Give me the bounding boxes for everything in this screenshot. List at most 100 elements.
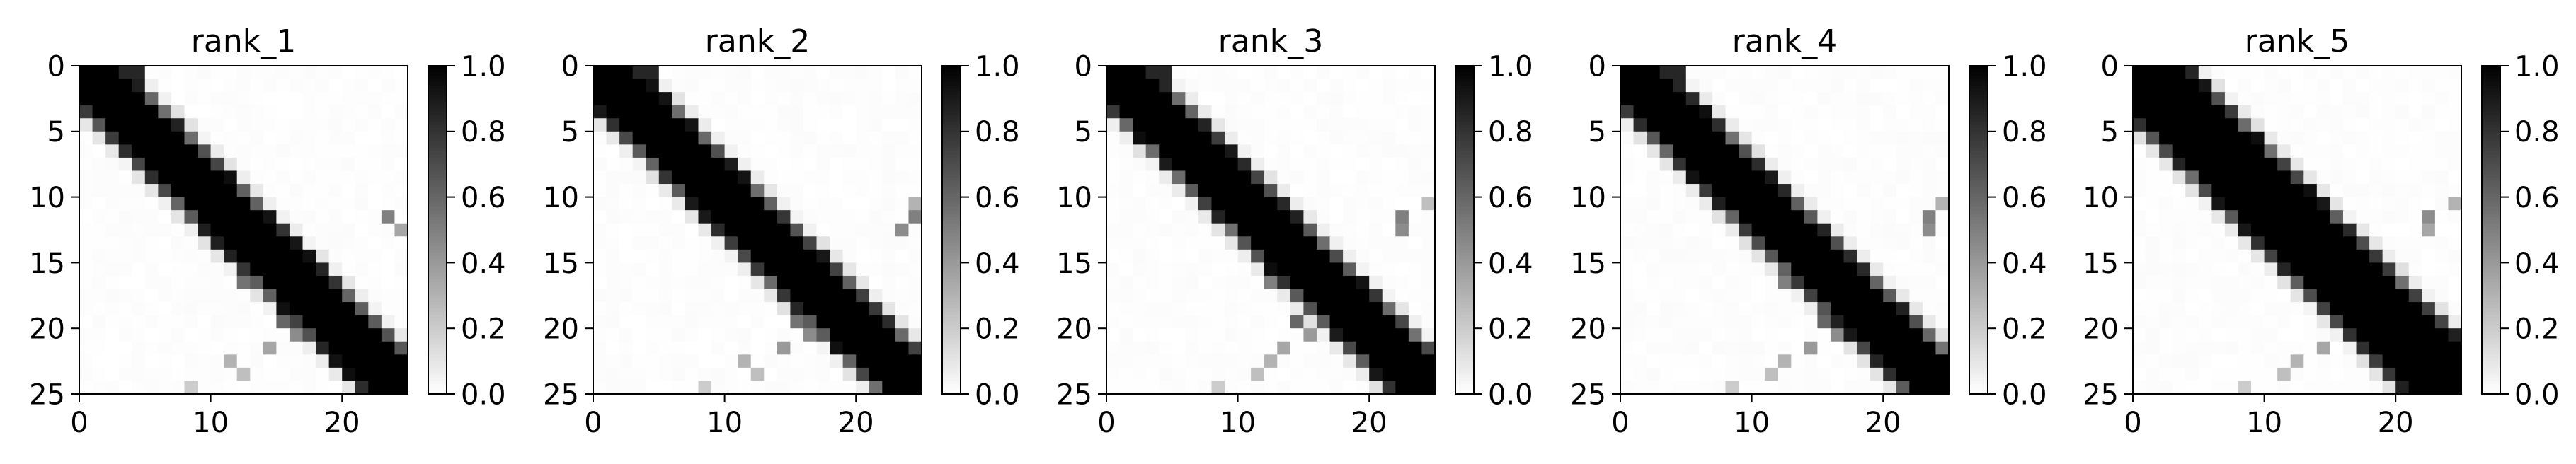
heatmap-cell [1922,289,1937,303]
heatmap-cell [2172,144,2186,158]
colorbar-step [942,151,961,155]
heatmap-cell [764,66,778,80]
heatmap-cell [198,236,212,250]
heatmap-cell [1673,289,1687,303]
heatmap-cell [2133,197,2147,211]
colorbar-step [2482,131,2500,136]
heatmap-cell [2277,184,2291,198]
heatmap-cell [1659,249,1673,263]
heatmap-cell [777,236,791,250]
heatmap-cell [1198,381,1213,395]
heatmap-cell [1237,157,1252,172]
heatmap-cell [1909,92,1923,106]
heatmap-cell [2434,79,2449,93]
heatmap-cell [803,236,818,250]
heatmap-cell [2146,275,2160,290]
heatmap-cell [2185,170,2199,185]
heatmap-cell [658,157,672,172]
heatmap-cell [1830,197,1845,211]
heatmap-cell [2448,236,2462,250]
heatmap-cell [2408,315,2422,329]
heatmap-cell [1408,197,1423,211]
heatmap-cell [2185,144,2199,158]
heatmap-cell [184,92,198,106]
heatmap-cell [816,275,830,290]
heatmap-cell [144,210,159,224]
heatmap-cell [632,131,646,145]
heatmap-cell [842,131,857,145]
heatmap-cell [2172,236,2186,250]
heatmap-cell [1198,197,1213,211]
heatmap-cell [1329,262,1344,277]
heatmap-cell [2238,170,2252,185]
heatmap-cell [1620,66,1635,80]
heatmap-cell [1857,210,1871,224]
heatmap-cell [92,223,106,237]
heatmap-cell [685,315,699,329]
colorbar-step [2482,167,2500,172]
heatmap-cell [2434,302,2449,316]
heatmap-cell [1817,105,1831,119]
heatmap-cell [381,262,396,277]
y-tick-label: 20 [543,313,579,346]
colorbar-tick-label: 0.2 [2514,313,2560,346]
heatmap-cell [394,381,408,395]
heatmap-cell [2316,236,2330,250]
colorbar-step [2482,118,2500,122]
heatmap-cell [2159,275,2173,290]
heatmap-cell [1883,79,1897,93]
heatmap-cell [606,131,620,145]
heatmap-cell [908,328,922,342]
heatmap-cell [856,381,870,395]
heatmap-cell [1935,315,1950,329]
heatmap-cell [1119,315,1133,329]
heatmap-cell [263,302,277,316]
heatmap-cell [355,105,369,119]
heatmap-cell [658,184,672,198]
heatmap-cell [1172,341,1186,355]
heatmap-cell [790,249,804,263]
colorbar-step [2482,292,2500,296]
heatmap-cell [132,184,146,198]
heatmap-cell [1685,144,1700,158]
heatmap-cell [2251,210,2265,224]
heatmap-cell [2408,79,2422,93]
heatmap-cell [842,262,857,277]
heatmap-cell [1751,66,1765,80]
heatmap-cell [1870,79,1884,93]
heatmap-cell [1725,210,1739,224]
heatmap-cell [1343,275,1357,290]
heatmap-cell [1106,302,1121,316]
colorbar-step [942,305,961,309]
heatmap-cell [1725,367,1739,382]
heatmap-cell [302,170,316,185]
heatmap-cell [2330,170,2344,185]
heatmap-cell [908,249,922,263]
y-tick-label: 25 [543,378,579,411]
heatmap-cell [842,92,857,106]
heatmap-cell [1119,367,1133,382]
colorbar-step [428,200,447,204]
heatmap-cell [1211,315,1225,329]
heatmap-cell [250,302,264,316]
heatmap-cell [2146,328,2160,342]
heatmap-cell [158,236,172,250]
heatmap-cell [1909,79,1923,93]
heatmap-cell [1251,170,1265,185]
heatmap-cell [236,144,251,158]
heatmap-cell [316,275,330,290]
heatmap-cell [1685,315,1700,329]
heatmap-cell [1133,236,1147,250]
colorbar-step [2482,105,2500,109]
heatmap-cell [606,170,620,185]
heatmap-cell [394,157,408,172]
y-tick-label: 0 [2101,50,2119,83]
heatmap-cell [632,367,646,382]
heatmap-cell [2303,92,2318,106]
colorbar-step [942,390,961,395]
heatmap-cell [1211,223,1225,237]
heatmap-cell [658,105,672,119]
heatmap-cell [1395,289,1409,303]
colorbar-step [2482,151,2500,155]
heatmap-cell [302,79,316,93]
